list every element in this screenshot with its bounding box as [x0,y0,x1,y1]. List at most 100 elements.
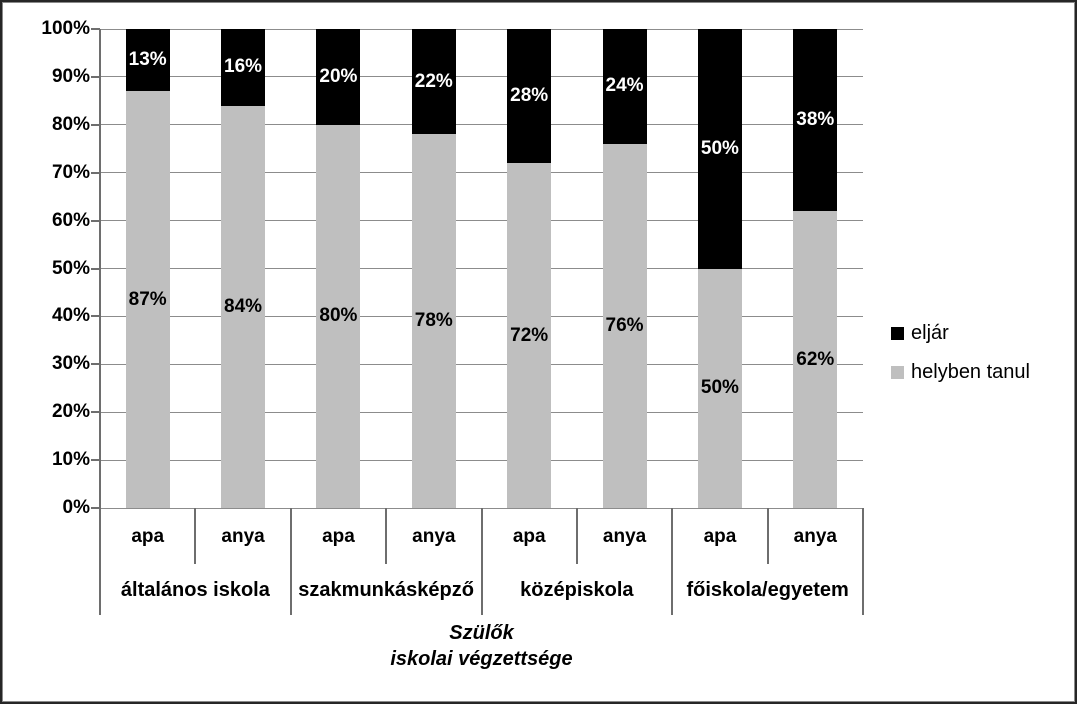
y-axis-label: 50% [51,257,90,279]
bar-segment-eljár [697,29,742,269]
legend-item-eljár: eljár [891,320,1030,347]
bar-segment-helyben-tanul [602,143,647,508]
y-axis-label: 60% [51,209,90,231]
bar-data-label: 62% [796,348,835,370]
x-axis-title-line1: Szülők [449,622,514,644]
y-axis-tick [91,28,100,30]
gridline-20pct [100,411,863,413]
sub-category-label-anya: anya [602,526,647,547]
group-label: középiskola [520,579,634,601]
gridline-60pct [100,220,863,222]
bar-segment-eljár [316,29,361,125]
gridline-80pct [100,124,863,126]
category-separator-long [99,508,101,615]
bar-data-label: 80% [319,305,358,327]
category-separator-long [862,508,864,615]
y-axis-tick [91,75,100,78]
bar-data-label: 20% [319,65,358,87]
bar-segment-eljár [411,29,456,135]
group-label: általános iskola [120,579,270,601]
sub-category-label-apa: apa [131,526,165,547]
y-axis-label: 90% [51,65,90,87]
bar-data-label: 13% [128,49,167,71]
gridline-10pct [100,459,863,461]
category-separator-long [671,508,674,615]
bar-data-label: 28% [510,85,549,107]
plot-area: 87% 13% 84% 16% 80% 20% 78% 22% 72% 28% 76% 24% 50% 5… [100,28,863,509]
y-axis-tick [91,363,100,366]
category-separator-short [766,508,769,564]
bar-data-label: 24% [605,75,644,97]
legend-label: helyben tanul [911,361,1030,383]
legend: eljár helyben tanul [891,320,1030,398]
bar-segment-eljár [125,29,170,92]
bar-segment-eljár [507,29,552,164]
y-axis-tick [91,219,100,222]
bar-segment-eljár [221,29,266,106]
y-axis-label: 20% [51,401,90,423]
sub-category-label-anya: anya [412,526,456,547]
bar-segment-eljár [793,29,838,212]
bar-segment-helyben-tanul [316,124,361,508]
category-separator-short [385,508,388,564]
bar-data-label: 16% [224,56,263,78]
gridline-50pct [100,268,863,269]
sub-category-label-apa: apa [703,526,737,547]
group-label: főiskola/egyetem [686,579,849,601]
sub-category-label-apa: apa [512,526,546,547]
y-axis-tick [91,171,100,174]
gridline-70pct [100,172,863,174]
bar-data-label: 87% [128,288,167,310]
category-separator-long [480,508,483,615]
gridline-30pct [100,363,863,365]
bar-segment-helyben-tanul [221,105,266,508]
y-axis-label: 80% [51,113,90,135]
legend-label: eljár [911,322,949,344]
y-axis-tick [91,411,100,414]
bar-segment-helyben-tanul [697,268,742,508]
y-axis-label: 30% [51,353,90,375]
y-axis-tick [91,315,100,318]
sub-category-label-apa: apa [322,526,355,547]
sub-category-label-anya: anya [793,526,837,547]
x-axis-title: Szülők iskolai végzettsége [100,620,863,672]
y-axis-tick [91,507,100,509]
bar-segment-helyben-tanul [793,211,838,508]
bar-segment-helyben-tanul [507,163,552,508]
bar-data-label: 76% [605,314,644,336]
y-axis-tick [91,123,100,126]
gridline-90pct [100,76,863,78]
legend-swatch [891,327,904,340]
y-axis-label: 40% [51,305,90,327]
y-axis-label: 10% [51,449,90,471]
bar-data-label: 50% [700,377,739,399]
bar-data-label: 38% [796,109,835,130]
group-label: szakmunkásképző [298,579,474,601]
sub-category-label-anya: anya [221,526,265,547]
bar-data-label: 84% [224,295,263,317]
gridline-40pct [100,315,863,317]
legend-swatch [891,366,904,379]
legend-item-helyben-tanul: helyben tanul [891,359,1030,386]
y-axis-label: 70% [51,161,90,183]
bar-data-label: 78% [414,310,453,332]
bar-segment-eljár [602,29,647,144]
y-axis-line [99,29,101,508]
category-separator-short [575,508,578,564]
bar-data-label: 50% [700,137,739,159]
x-axis-title-line2: iskolai végzettsége [390,648,573,670]
y-axis-tick [91,459,100,462]
y-axis-tick [91,267,100,270]
bar-data-label: 22% [414,70,453,92]
category-separator-long [289,508,292,615]
bar-data-label: 72% [510,324,549,346]
category-separator-short [194,508,197,564]
bar-segment-helyben-tanul [411,134,456,508]
y-axis-label: 0% [62,497,90,518]
gridline-100pct [100,28,863,30]
bar-segment-helyben-tanul [125,91,170,508]
y-axis-label: 100% [41,18,90,39]
x-axis: apa anya apa anya apa anya apa anya általános is… [99,508,864,615]
